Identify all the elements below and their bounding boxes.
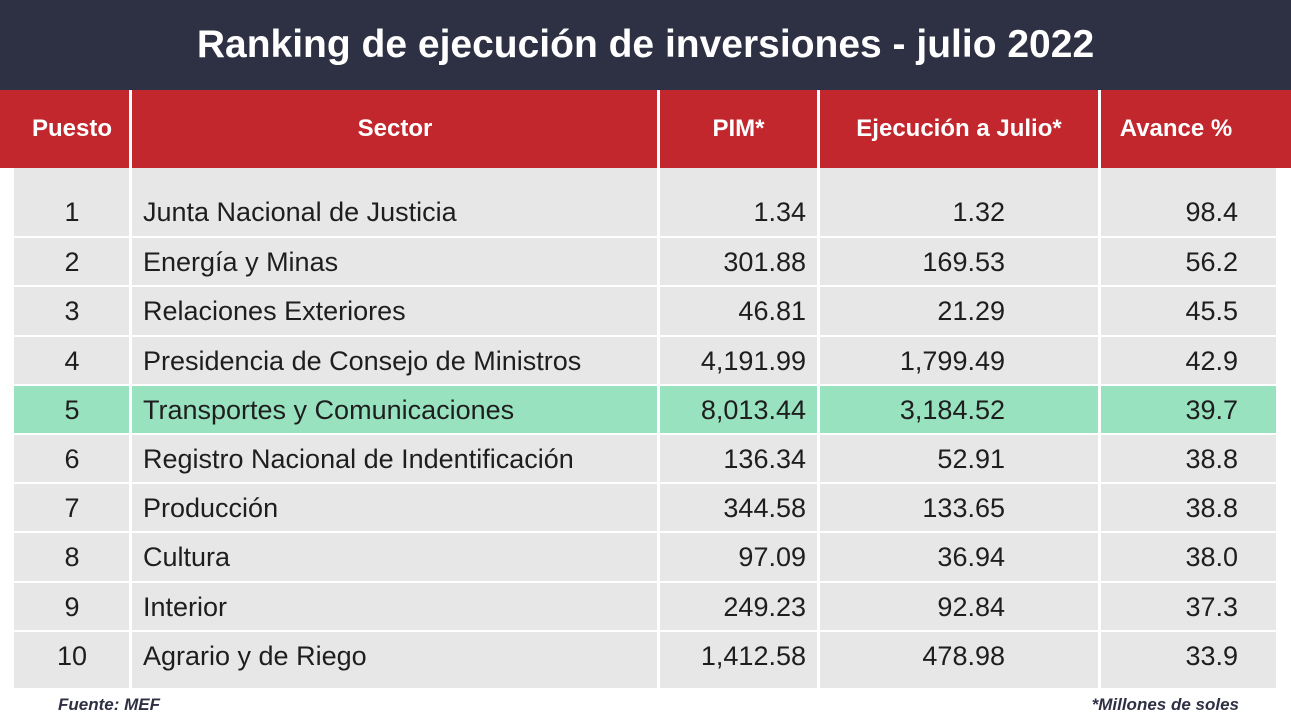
column-divider [1098,90,1101,688]
sector-cell: Energía y Minas [143,247,339,278]
row-separator [14,629,1276,632]
avance-cell: 39.7 [1185,394,1238,425]
avance-cell: 45.5 [1185,296,1238,327]
units-note: *Millones de soles [1091,695,1239,714]
rank-cell: 2 [64,247,80,278]
pim-cell: 1,412.58 [700,640,806,671]
sector-cell: Interior [143,591,228,622]
header-puesto: Puesto [31,115,112,142]
column-divider [657,90,660,688]
column-divider [817,90,820,688]
rank-cell: 10 [56,640,88,671]
row-separator [14,580,1276,583]
avance-cell: 98.4 [1185,197,1238,227]
header-sector: Sector [357,115,433,142]
sector-cell: Junta Nacional de Justicia [143,197,457,227]
header-pim: PIM* [712,115,765,142]
table-row: 9 Interior 249.23 92.84 37.3 [14,583,1276,632]
table-row: 10 Agrario y de Riego 1,412.58 478.98 33.9 [14,632,1276,681]
table-row: 1 Junta Nacional de Justicia 1.34 1.32 98.4 [14,188,1276,237]
table-row: 8 Cultura 97.09 36.94 38.0 [14,533,1276,582]
row-separator [14,285,1276,288]
ejecucion-cell: 133.65 [922,493,1005,524]
table-header: Puesto Sector PIM* Ejecución a Julio* Av… [0,90,1291,168]
sector-cell: Relaciones Exteriores [143,296,406,327]
ejecucion-cell: 478.98 [922,640,1005,671]
table-row: 6 Registro Nacional de Indentificación 136… [14,435,1276,484]
rank-cell: 1 [64,197,80,227]
header-avance: Avance % [1119,115,1233,142]
rank-cell: 7 [64,493,80,524]
avance-cell: 42.9 [1185,345,1238,376]
ejecucion-cell: 1.32 [952,197,1005,227]
ejecucion-cell: 36.94 [937,542,1005,573]
rank-cell: 3 [64,296,80,327]
row-separator [14,383,1276,386]
sector-cell: Cultura [143,542,231,573]
ejecucion-cell: 92.84 [937,591,1005,622]
avance-cell: 37.3 [1185,591,1238,622]
ejecucion-cell: 169.53 [922,247,1005,278]
pim-cell: 249.23 [723,591,806,622]
rank-cell: 6 [64,444,80,474]
avance-cell: 38.8 [1185,493,1238,524]
pim-cell: 8,013.44 [700,394,806,425]
ejecucion-cell: 3,184.52 [899,394,1005,425]
rank-cell: 5 [64,394,80,425]
table-row: 7 Producción 344.58 133.65 38.8 [14,484,1276,533]
avance-cell: 38.8 [1185,444,1238,474]
avance-cell: 56.2 [1185,247,1238,278]
header-ejecucion: Ejecución a Julio* [856,115,1062,142]
avance-cell: 33.9 [1185,640,1238,671]
rank-cell: 9 [64,591,80,622]
pim-cell: 1.34 [753,197,806,227]
avance-cell: 38.0 [1185,542,1238,573]
column-divider [129,90,132,688]
table-row: 3 Relaciones Exteriores 46.81 21.29 45.5 [14,287,1276,336]
sector-cell: Presidencia de Consejo de Ministros [143,345,582,376]
sector-cell: Agrario y de Riego [143,640,367,671]
table-row: 4 Presidencia de Consejo de Ministros 4,19… [14,337,1276,386]
rank-cell: 8 [64,542,80,573]
sector-cell: Producción [143,493,279,524]
pim-cell: 136.34 [723,444,806,474]
row-separator [14,334,1276,337]
row-separator [14,482,1276,485]
table-row: 5 Transportes y Comunicaciones 8,013.44 3,1… [14,385,1276,435]
row-separator [14,531,1276,534]
pim-cell: 4,191.99 [700,345,806,376]
sector-cell: Registro Nacional de Indentificación [143,444,574,474]
page-title: Ranking de ejecución de inversiones - ju… [0,0,1291,90]
pim-cell: 97.09 [738,542,806,573]
source-note: Fuente: MEF [58,695,160,714]
pim-cell: 344.58 [723,493,806,524]
pim-cell: 46.81 [738,296,806,327]
rank-cell: 4 [64,345,80,376]
row-separator [14,433,1276,435]
row-separator [14,236,1276,239]
ejecucion-cell: 52.91 [937,444,1005,474]
pim-cell: 301.88 [723,247,806,278]
ejecucion-cell: 1,799.49 [899,345,1005,376]
sector-cell: Transportes y Comunicaciones [143,394,515,425]
table-row: 2 Energía y Minas 301.88 169.53 56.2 [14,238,1276,287]
ejecucion-cell: 21.29 [937,296,1005,327]
